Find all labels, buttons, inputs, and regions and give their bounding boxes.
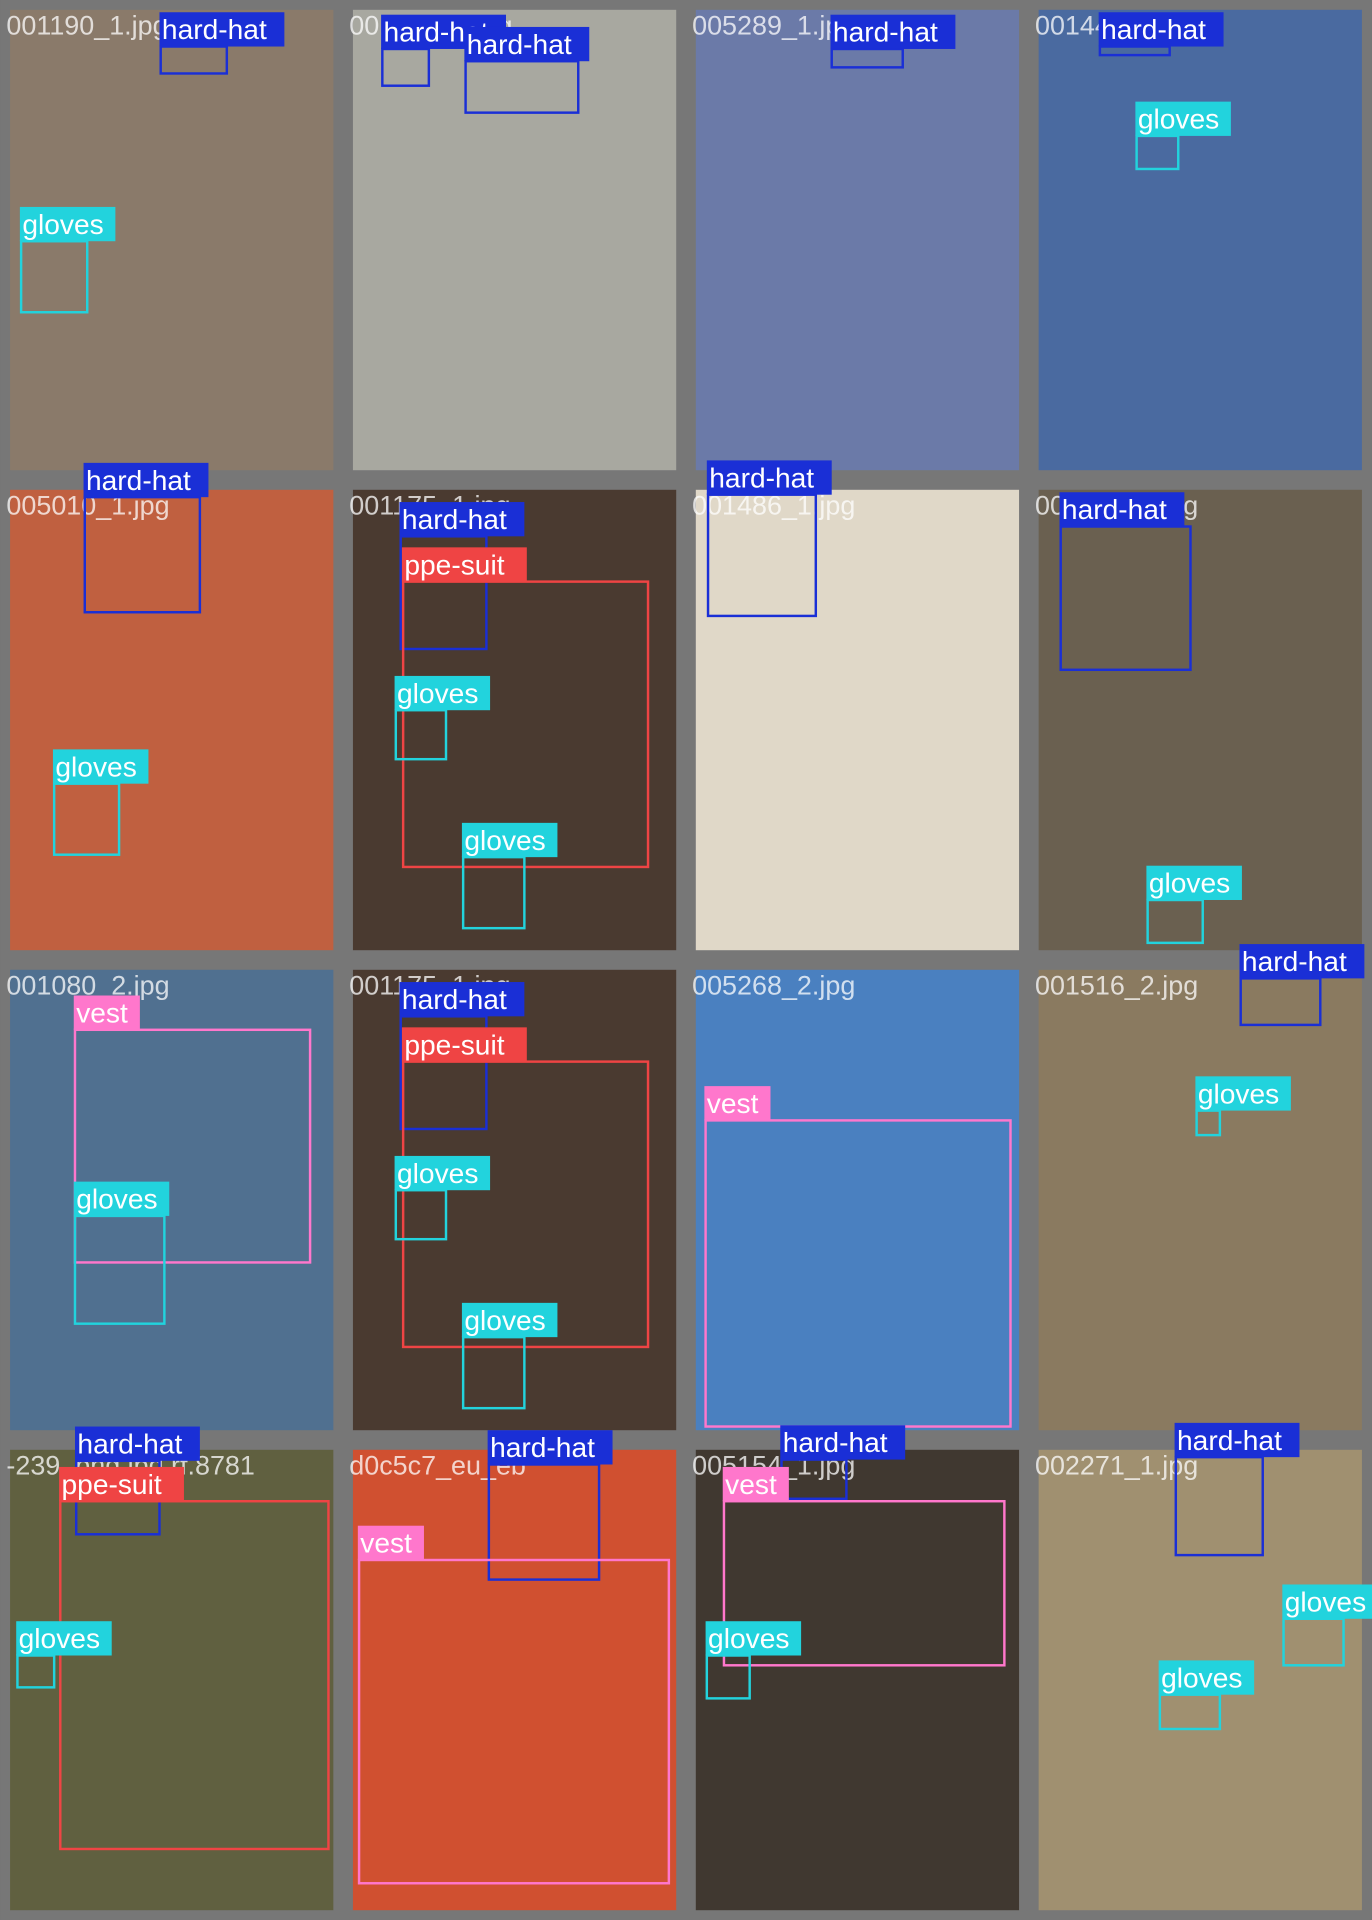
label-background [1146,865,1242,900]
box-label: hard-hat [1242,946,1347,977]
box-label: vest [725,1469,777,1500]
label-background [159,12,285,47]
box-label: gloves [708,1623,789,1654]
label-background [394,675,491,711]
box-label: hard-hat [1177,1425,1282,1456]
label-background [1282,1584,1372,1619]
bounding-box [59,1500,330,1851]
box-label: hard-hat [490,1432,595,1463]
label-background [487,1430,613,1465]
label-background [74,1426,200,1461]
box-label: hard-hat [162,14,267,45]
bounding-box [722,1500,1006,1667]
label-background [399,502,525,537]
box-label: vest [76,997,128,1028]
box-label: gloves [19,1623,100,1654]
label-background [1158,1660,1255,1695]
label-background [704,1086,771,1121]
box-label: gloves [1149,868,1230,899]
box-label: gloves [55,751,136,782]
box-label: hard-hat [86,465,191,496]
label-background [52,749,149,784]
box-label: gloves [397,678,478,709]
filename: 002271_1.jpg [1035,1450,1198,1480]
label-background [73,1181,170,1216]
box-label: ppe-suit [404,1029,504,1060]
box-label: hard-hat [77,1428,182,1459]
box-label: gloves [76,1184,157,1215]
label-background [722,1466,789,1502]
label-background [706,460,832,495]
label-background [394,1155,491,1191]
bounding-box [357,1558,671,1885]
tile-image [695,1449,1020,1911]
box-label: hard-hat [402,504,507,535]
box-label: gloves [1161,1662,1242,1693]
tile-image [10,969,334,1431]
label-background [19,206,116,242]
tile-image [695,489,1020,951]
box-label: hard-hat [1062,494,1167,525]
box-label: ppe-suit [62,1469,162,1500]
box-label: hard-hat [783,1427,888,1458]
tile-image [10,1449,334,1911]
tile-image [352,1449,677,1911]
label-background [1135,101,1231,136]
label-background [1174,1422,1300,1458]
label-background [1195,1076,1291,1111]
box-label: hard-hat [1101,14,1206,45]
box-label: vest [360,1528,412,1559]
box-label: gloves [22,209,103,240]
label-background [401,547,527,582]
box-label: hard-hat [709,462,814,493]
box-label: gloves [1285,1586,1366,1617]
tile-image [1038,969,1362,1431]
label-background [780,1425,906,1460]
box-label: gloves [397,1158,478,1189]
label-background [1098,12,1224,47]
tile-image [352,9,677,471]
bounding-box [1195,1109,1222,1137]
label-background [399,982,525,1017]
label-background [464,26,590,62]
box-label: ppe-suit [404,549,504,580]
filename: 005268_2.jpg [692,970,855,1000]
box-label: hard-hat [833,17,938,48]
bounding-box [1059,525,1192,672]
box-label: vest [707,1088,759,1119]
label-background [401,1027,527,1062]
label-background [73,995,140,1030]
label-background [16,1621,112,1656]
tile-image [695,969,1020,1431]
box-label: gloves [464,825,545,856]
box-label: hard-hat [402,984,507,1015]
label-background [357,1525,424,1560]
label-background [1059,492,1185,527]
label-background [59,1466,184,1502]
label-background [1239,944,1365,979]
tile-image [1038,9,1362,471]
label-background [83,462,209,498]
filename: 001516_2.jpg [1035,970,1198,1000]
label-background [461,1302,558,1338]
label-background [830,14,956,49]
filename: 001190_1.jpg [6,10,167,40]
label-background [461,822,558,858]
box-label: gloves [1138,104,1219,135]
tile-image [10,489,334,951]
box-label: gloves [464,1305,545,1336]
box-label: hard-hat [467,29,572,60]
tile-image [695,9,1020,471]
bounding-box [73,1028,312,1264]
filename: 005289_1.jpg [692,10,855,40]
label-background [705,1621,802,1656]
box-label: gloves [1198,1078,1279,1109]
filename: 001080_2.jpg [6,970,169,1000]
